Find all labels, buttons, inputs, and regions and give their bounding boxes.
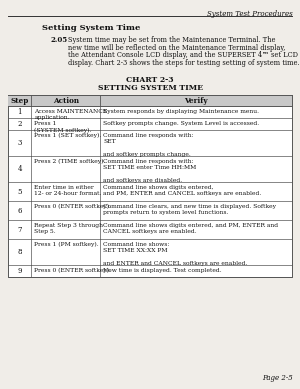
Text: Press 2 (TIME softkey).: Press 2 (TIME softkey). <box>34 159 106 164</box>
Text: Action: Action <box>52 96 79 105</box>
Text: 2.05: 2.05 <box>50 36 67 44</box>
Text: new time will be reflected on the Maintenance Terminal display,: new time will be reflected on the Mainte… <box>68 44 285 51</box>
Text: 6: 6 <box>17 207 22 214</box>
Text: Command line clears, and new time is displayed. Softkey
prompts return to system: Command line clears, and new time is dis… <box>103 204 276 216</box>
Text: Command line shows:
SET TIME XX:XX PM

and ENTER and CANCEL softkeys are enabled: Command line shows: SET TIME XX:XX PM an… <box>103 242 247 266</box>
Text: 8: 8 <box>17 248 22 256</box>
Text: 5: 5 <box>17 187 22 196</box>
Text: Press 0 (ENTER softkey).: Press 0 (ENTER softkey). <box>34 268 111 273</box>
Text: Step: Step <box>11 96 29 105</box>
Text: Repeat Step 3 through
Step 5.: Repeat Step 3 through Step 5. <box>34 223 103 235</box>
Text: 9: 9 <box>17 267 22 275</box>
Text: System responds by displaying Maintenance menu.: System responds by displaying Maintenanc… <box>103 109 259 114</box>
Text: System time may be set from the Maintenance Terminal. The: System time may be set from the Maintena… <box>68 36 275 44</box>
Text: the Attendant Console LCD display, and the SUPERSET 4™ set LCD: the Attendant Console LCD display, and t… <box>68 51 298 59</box>
Text: Press 1 (SET softkey).: Press 1 (SET softkey). <box>34 133 101 138</box>
Text: Enter time in either
12- or 24-hour format.: Enter time in either 12- or 24-hour form… <box>34 185 102 196</box>
Text: Setting System Time: Setting System Time <box>42 24 140 32</box>
Text: CHART 2-3: CHART 2-3 <box>126 76 174 84</box>
Text: Command line shows digits entered,
and PM, ENTER and CANCEL softkeys are enabled: Command line shows digits entered, and P… <box>103 185 261 196</box>
Text: Command line responds with:
SET

and softkey prompts change.: Command line responds with: SET and soft… <box>103 133 194 157</box>
Text: Verify: Verify <box>184 96 208 105</box>
Text: New time is displayed. Test completed.: New time is displayed. Test completed. <box>103 268 222 273</box>
Text: 1: 1 <box>17 108 22 116</box>
Text: display. Chart 2-3 shows the steps for testing setting of system time.: display. Chart 2-3 shows the steps for t… <box>68 58 300 67</box>
Text: 3: 3 <box>17 139 22 147</box>
Text: Press 1
(SYSTEM softkey).: Press 1 (SYSTEM softkey). <box>34 121 92 133</box>
Text: Page 2-5: Page 2-5 <box>262 374 293 382</box>
Text: 7: 7 <box>17 226 22 233</box>
Text: Command line responds with:
SET TIME enter Time HH:MM

and softkeys are disabled: Command line responds with: SET TIME ent… <box>103 159 196 183</box>
Text: SETTING SYSTEM TIME: SETTING SYSTEM TIME <box>98 84 202 92</box>
Bar <box>8 95 292 277</box>
Text: Access MAINTENANCE
application.: Access MAINTENANCE application. <box>34 109 107 121</box>
Text: Press 0 (ENTER softkey).: Press 0 (ENTER softkey). <box>34 204 111 209</box>
Text: Press 1 (PM softkey).: Press 1 (PM softkey). <box>34 242 99 247</box>
Text: Softkey prompts change. System Level is accessed.: Softkey prompts change. System Level is … <box>103 121 259 126</box>
Text: System Test Procedures: System Test Procedures <box>207 10 293 18</box>
Text: Command line shows digits entered, and PM, ENTER and
CANCEL softkeys are enabled: Command line shows digits entered, and P… <box>103 223 278 235</box>
Bar <box>8 95 292 106</box>
Text: 2: 2 <box>17 120 22 128</box>
Text: 4: 4 <box>17 165 22 173</box>
